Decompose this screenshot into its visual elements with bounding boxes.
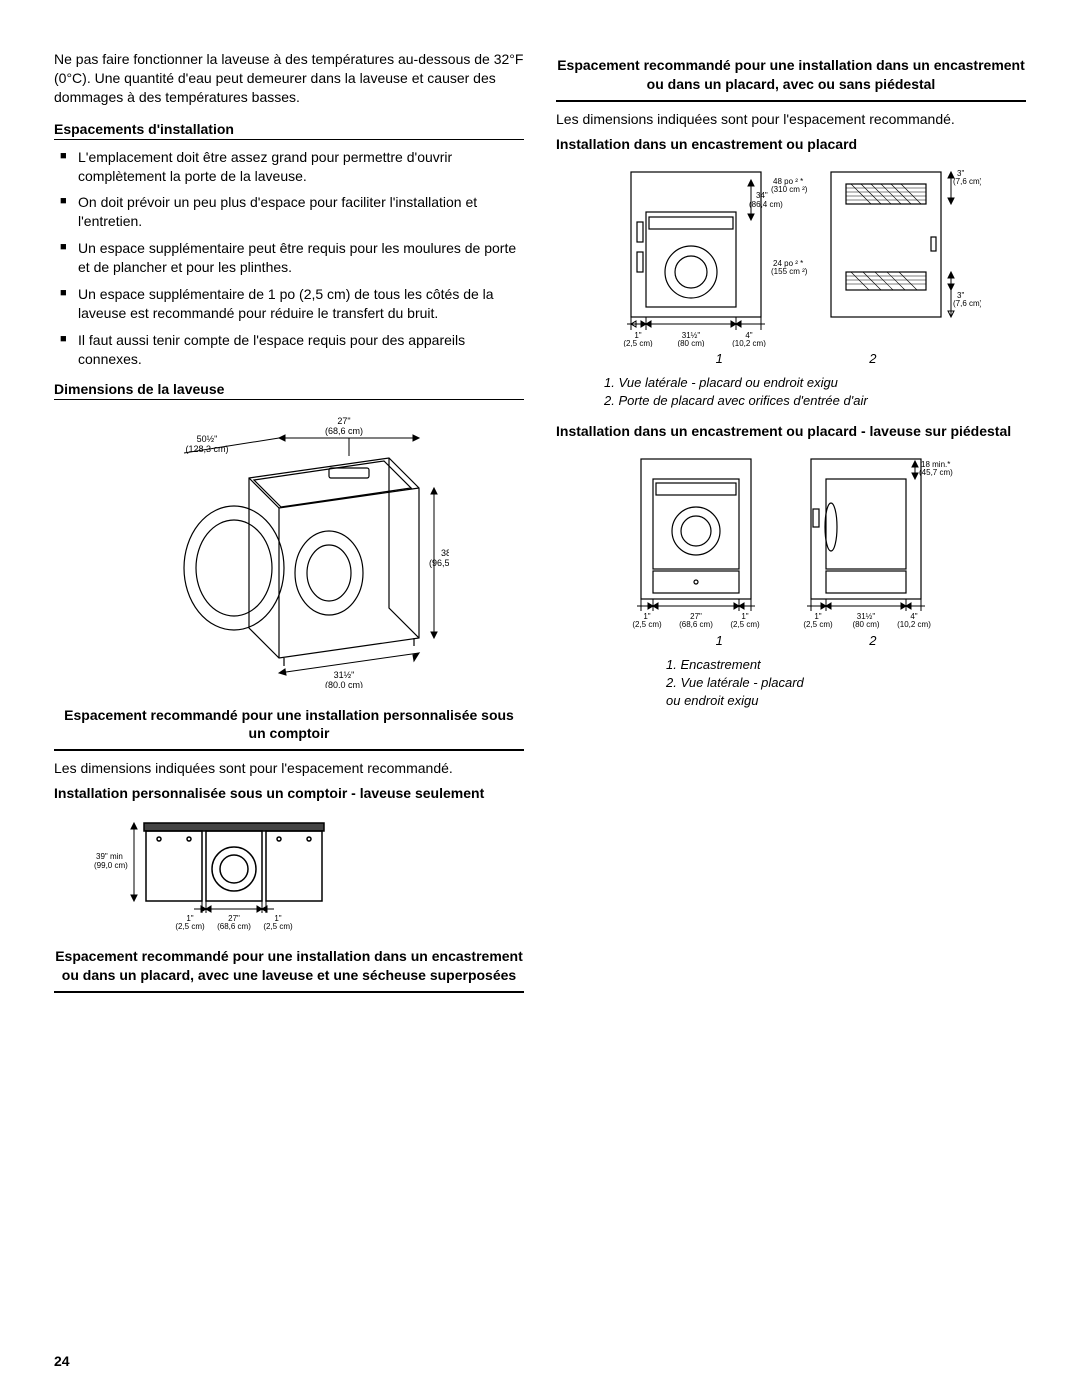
- dim-label: (80 cm): [677, 339, 704, 347]
- rule: [54, 749, 524, 751]
- dim-label: (10,2 cm): [897, 620, 931, 629]
- left-column: Ne pas faire fonctionner la laveuse à de…: [54, 50, 524, 1001]
- stacked-title: Espacement recommandé pour une installat…: [54, 947, 524, 985]
- intro-text: Ne pas faire fonctionner la laveuse à de…: [54, 50, 524, 107]
- custom-counter-intro: Les dimensions indiquées sont pour l'esp…: [54, 759, 524, 778]
- dim-label: (68,6 cm): [679, 620, 713, 629]
- dim-label: (68,6 cm): [217, 922, 251, 931]
- rule: [54, 139, 524, 140]
- dim-label: (2,5 cm): [730, 620, 760, 629]
- spacing-bullets: L'emplacement doit être assez grand pour…: [54, 148, 524, 369]
- dim-label: (310 cm ²): [771, 185, 808, 194]
- bullet-item: Un espace supplémentaire peut être requi…: [54, 239, 524, 277]
- dim-label: (128,3 cm): [185, 444, 228, 454]
- dim-label: (86,4 cm): [749, 200, 783, 209]
- pedestal-sub: Installation dans un encastrement ou pla…: [556, 422, 1026, 441]
- pedestal-figure: 18 min.* (45,7 cm) 1" (2,5 cm) 27" (68,6…: [601, 449, 981, 629]
- figure-numbers: 1 2: [556, 351, 1026, 366]
- rule: [54, 399, 524, 400]
- page-number: 24: [54, 1353, 70, 1369]
- custom-counter-sub: Installation personnalisée sous un compt…: [54, 784, 524, 803]
- dim-label: (68,6 cm): [325, 426, 363, 436]
- dim-label: 39" min: [96, 852, 123, 861]
- rule: [54, 991, 524, 993]
- dim-label: 38": [441, 548, 449, 558]
- dim-label: (80,0 cm): [325, 680, 363, 688]
- recess-sub: Installation dans un encastrement ou pla…: [556, 135, 1026, 154]
- dim-label: 31½": [334, 670, 355, 680]
- under-counter-figure: 39" min (99,0 cm) 1" (2,5 cm: [94, 811, 354, 931]
- dim-label: (10,2 cm): [732, 339, 766, 347]
- pedestal-title: Espacement recommandé pour une installat…: [556, 56, 1026, 94]
- dim-label: (2,5 cm): [632, 620, 662, 629]
- rule: [556, 100, 1026, 102]
- dim-label: (7,6 cm): [953, 299, 981, 308]
- dim-label: (155 cm ²): [771, 267, 808, 276]
- dim-label: (2,5 cm): [263, 922, 293, 931]
- figure-numbers: 1 2: [556, 633, 1026, 648]
- washer-dimensions-figure: 27" (68,6 cm) 50½" (128,3 cm) 38" (96,5 …: [129, 408, 449, 688]
- dim-label: 50½": [197, 434, 218, 444]
- bullet-item: Il faut aussi tenir compte de l'espace r…: [54, 331, 524, 369]
- custom-counter-title: Espacement recommandé pour une installat…: [54, 706, 524, 744]
- dim-label: (99,0 cm): [94, 861, 128, 870]
- figure-caption: 1. Vue latérale - placard ou endroit exi…: [604, 374, 1026, 410]
- bullet-item: On doit prévoir un peu plus d'espace pou…: [54, 193, 524, 231]
- dim-label: (45,7 cm): [919, 468, 953, 477]
- dim-label: (2,5 cm): [803, 620, 833, 629]
- dim-label: (2,5 cm): [623, 339, 653, 347]
- dim-label: 34": [756, 191, 768, 200]
- dim-label: (80 cm): [852, 620, 879, 629]
- dim-label: (2,5 cm): [175, 922, 205, 931]
- dim-label: (7,6 cm): [953, 177, 981, 186]
- dim-label: 27": [337, 416, 350, 426]
- bullet-item: Un espace supplémentaire de 1 po (2,5 cm…: [54, 285, 524, 323]
- dims-title: Dimensions de la laveuse: [54, 381, 524, 397]
- right-column: Espacement recommandé pour une installat…: [556, 50, 1026, 1001]
- spacing-title: Espacements d'installation: [54, 121, 524, 137]
- figure-caption: 1. Encastrement 2. Vue latérale - placar…: [666, 656, 1026, 711]
- bullet-item: L'emplacement doit être assez grand pour…: [54, 148, 524, 186]
- dim-label: (96,5 cm): [429, 558, 449, 568]
- recess-closet-figure: 34" (86,4 cm) 48 po ² * (310 cm ²) 24 po…: [601, 162, 981, 347]
- pedestal-intro: Les dimensions indiquées sont pour l'esp…: [556, 110, 1026, 129]
